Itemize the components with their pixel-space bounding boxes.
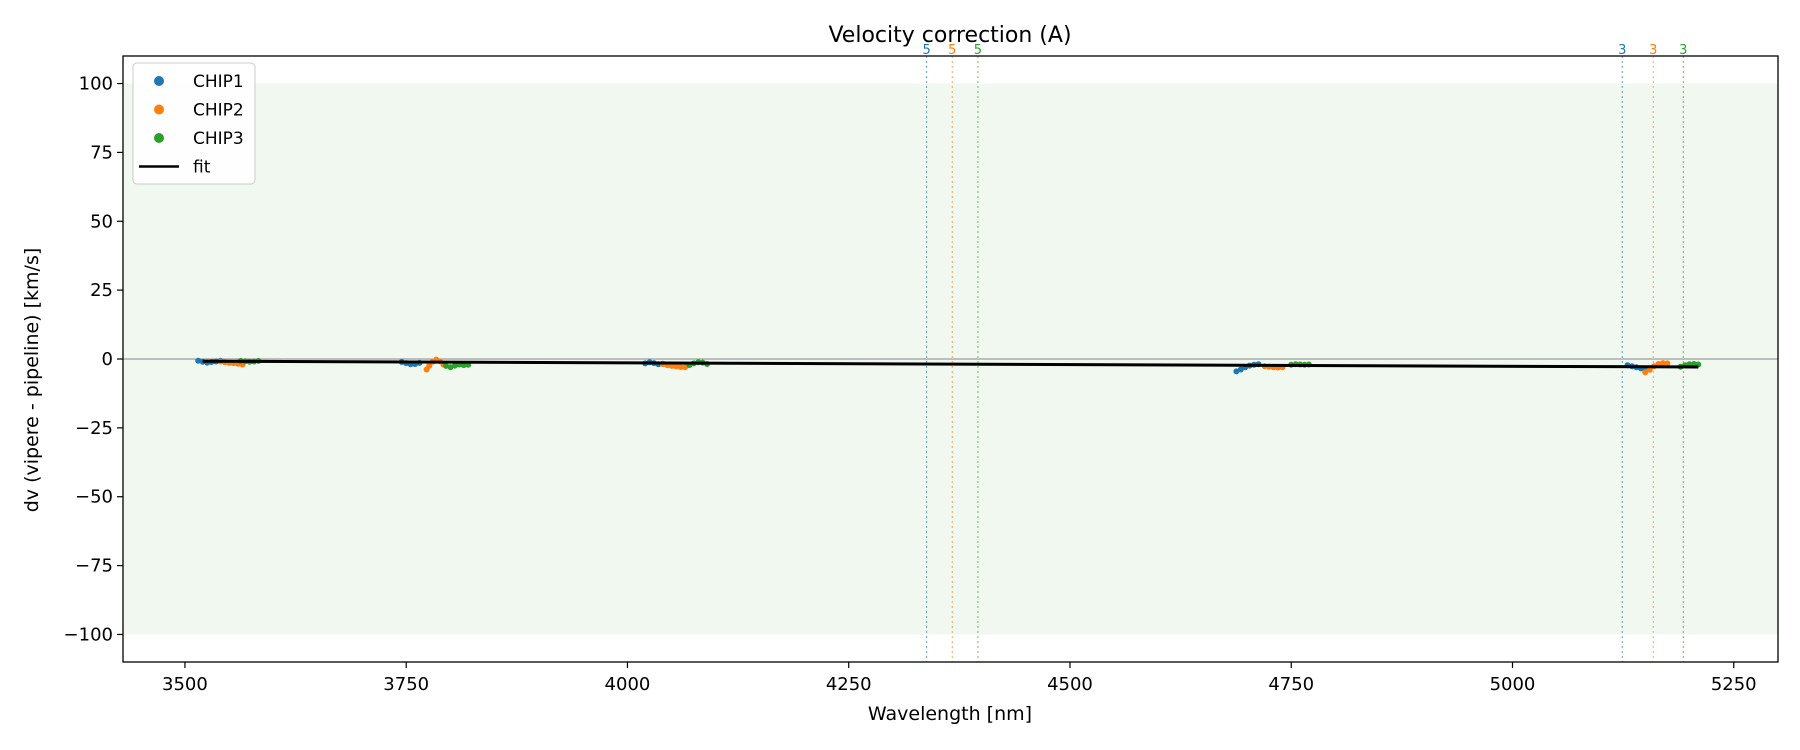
y-tick-label: 100 [79, 74, 113, 95]
y-tick-label: −25 [75, 418, 113, 439]
x-tick-label: 4750 [1268, 674, 1314, 695]
order-markers: 5 5 5 3 3 3 [922, 43, 1687, 662]
y-tick-label: 50 [90, 211, 113, 232]
order-marker-label: 5 [974, 43, 982, 58]
fit-line [202, 359, 1699, 369]
legend-label: CHIP1 [193, 72, 244, 92]
y-axis-ticks: 100 75 50 25 0 −25 −50 −75 −100 [64, 74, 123, 645]
x-axis-label: Wavelength [nm] [868, 703, 1032, 725]
y-tick-label: −75 [75, 556, 113, 577]
data-point [1664, 360, 1671, 367]
chart-title: Velocity correction (A) [828, 23, 1071, 48]
legend-marker [154, 76, 164, 86]
x-tick-label: 4500 [1047, 674, 1093, 695]
data-point [443, 362, 449, 369]
order-marker-label: 5 [948, 43, 956, 58]
x-tick-label: 4000 [605, 674, 651, 695]
data-point [1642, 369, 1649, 376]
x-tick-label: 4250 [826, 674, 872, 695]
legend-marker [154, 133, 164, 143]
x-tick-label: 5000 [1490, 674, 1536, 695]
data-point [426, 362, 433, 369]
y-tick-label: 0 [102, 349, 113, 370]
y-tick-label: 75 [90, 142, 113, 163]
x-tick-label: 3500 [162, 674, 208, 695]
legend-label: CHIP2 [193, 101, 244, 121]
x-tick-label: 3750 [383, 674, 429, 695]
y-tick-label: 25 [90, 280, 113, 301]
plot-area: 5 5 5 3 3 3 [123, 43, 1778, 662]
order-marker-label: 3 [1618, 43, 1626, 58]
order-marker-label: 3 [1649, 43, 1657, 58]
data-point [1659, 360, 1666, 367]
legend-marker [154, 104, 164, 115]
legend-box [132, 62, 256, 185]
y-tick-label: −100 [64, 624, 113, 645]
order-marker-label: 5 [922, 43, 930, 58]
legend-label: CHIP3 [193, 129, 244, 149]
x-tick-label: 5250 [1711, 674, 1757, 695]
data-point [673, 363, 680, 370]
legend: CHIP1 CHIP2 CHIP3 fit [132, 62, 256, 185]
data-point [677, 364, 684, 370]
y-tick-label: −50 [75, 487, 113, 508]
data-point [195, 357, 202, 364]
order-marker-label: 3 [1679, 43, 1687, 58]
legend-label: fit [193, 158, 211, 178]
y-axis-label: dv (vipere - pipeline) [km/s] [21, 248, 43, 513]
x-axis-ticks: 3500 3750 4000 4250 4500 4750 5000 5250 [162, 662, 1757, 695]
